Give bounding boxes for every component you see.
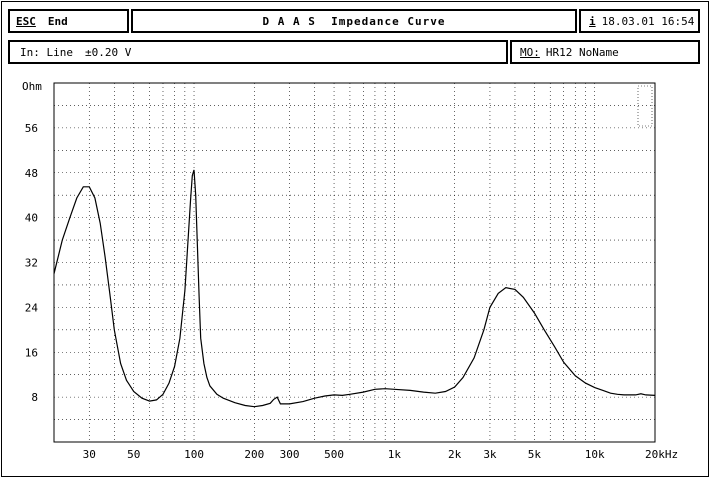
date-panel[interactable]: i 18.03.01 16:54 bbox=[579, 9, 700, 33]
y-tick-label: 56 bbox=[25, 122, 38, 135]
x-tick-label: 2k bbox=[448, 448, 462, 461]
datetime-label: 18.03.01 16:54 bbox=[601, 14, 695, 28]
x-axis-ticks: 30 50 100 200 300 500 1k 2k 3k 5k 10k 20kHz bbox=[83, 448, 678, 461]
y-tick-label: 8 bbox=[31, 391, 38, 404]
model-key-label: MO: bbox=[520, 45, 540, 59]
y-axis-ticks: 8 16 24 32 40 48 56 bbox=[25, 122, 39, 404]
x-tick-label: 50 bbox=[127, 448, 140, 461]
x-tick-label: 5k bbox=[528, 448, 542, 461]
y-tick-label: 32 bbox=[25, 257, 38, 270]
esc-key-label: ESC bbox=[16, 14, 36, 28]
x-tick-label: 3k bbox=[483, 448, 497, 461]
x-tick-label: 10k bbox=[585, 448, 605, 461]
y-tick-label: 40 bbox=[25, 212, 38, 225]
end-label: End bbox=[47, 14, 68, 28]
title-bar: D A A S Impedance Curve bbox=[131, 9, 577, 33]
x-tick-label: 30 bbox=[83, 448, 96, 461]
input-level-label: ±0.20 V bbox=[84, 45, 132, 59]
info-icon[interactable]: i bbox=[589, 14, 596, 28]
corner-marker-icon bbox=[637, 85, 653, 127]
x-tick-label: 500 bbox=[324, 448, 344, 461]
x-tick-label: 200 bbox=[244, 448, 264, 461]
y-tick-label: 24 bbox=[25, 301, 39, 314]
model-status-bar[interactable]: MO: HR12 NoName bbox=[510, 40, 700, 64]
esc-end-button[interactable]: ESC End bbox=[8, 9, 129, 33]
model-name-label: HR12 NoName bbox=[545, 45, 619, 59]
input-status-bar: In: Line ±0.20 V bbox=[8, 40, 508, 64]
y-tick-label: 16 bbox=[25, 346, 38, 359]
input-source-label: In: Line bbox=[20, 45, 73, 59]
y-unit-label: Ohm bbox=[22, 80, 42, 93]
x-tick-label: 1k bbox=[388, 448, 402, 461]
x-tick-label: 100 bbox=[184, 448, 204, 461]
corner-marker-box bbox=[637, 85, 653, 127]
chart-grid bbox=[54, 83, 655, 442]
x-tick-label: 20kHz bbox=[645, 448, 678, 461]
x-tick-label: 300 bbox=[280, 448, 300, 461]
y-tick-label: 48 bbox=[25, 167, 38, 180]
impedance-curve bbox=[53, 169, 656, 408]
plot-frame bbox=[53, 82, 656, 443]
window-title: D A A S Impedance Curve bbox=[262, 14, 446, 28]
